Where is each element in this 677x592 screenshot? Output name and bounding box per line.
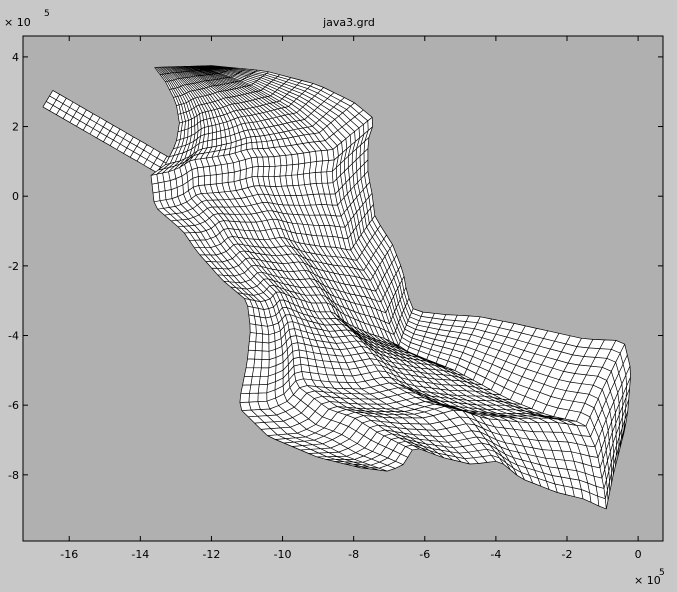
channel-mesh-lines bbox=[42, 90, 175, 177]
y-multiplier: × 10 bbox=[4, 16, 31, 29]
x-tick-label: -10 bbox=[274, 548, 292, 561]
y-tick-label: -2 bbox=[8, 260, 19, 273]
x-tick-label: -16 bbox=[60, 548, 78, 561]
x-tick-label: -8 bbox=[348, 548, 359, 561]
x-tick-label: -14 bbox=[131, 548, 149, 561]
chart-title: java3.grd bbox=[322, 16, 375, 29]
x-tick-label: 0 bbox=[635, 548, 642, 561]
y-tick-label: 4 bbox=[12, 51, 19, 64]
y-tick-label: 2 bbox=[12, 121, 19, 134]
y-multiplier-exponent: 5 bbox=[44, 9, 50, 19]
y-tick-label: -8 bbox=[8, 469, 19, 482]
x-tick-label: -4 bbox=[490, 548, 501, 561]
mesh-layer bbox=[42, 65, 631, 510]
main-mesh bbox=[150, 65, 631, 510]
channel-mesh bbox=[42, 90, 175, 177]
x-tick-label: -6 bbox=[419, 548, 430, 561]
y-tick-label: -4 bbox=[8, 330, 19, 343]
axes-layer: -16 -14 -12 -10 -8 -6 -4 -2 0 -8 -6 -4 -2 0 2 4 bbox=[8, 36, 663, 561]
y-tick-label: -6 bbox=[8, 399, 19, 412]
x-multiplier-exponent: 5 bbox=[659, 568, 665, 578]
x-tick-label: -2 bbox=[562, 548, 573, 561]
main-mesh-lines bbox=[150, 65, 631, 510]
x-multiplier: × 10 bbox=[634, 574, 661, 587]
x-tick-label: -12 bbox=[202, 548, 220, 561]
y-tick-label: 0 bbox=[12, 190, 19, 203]
